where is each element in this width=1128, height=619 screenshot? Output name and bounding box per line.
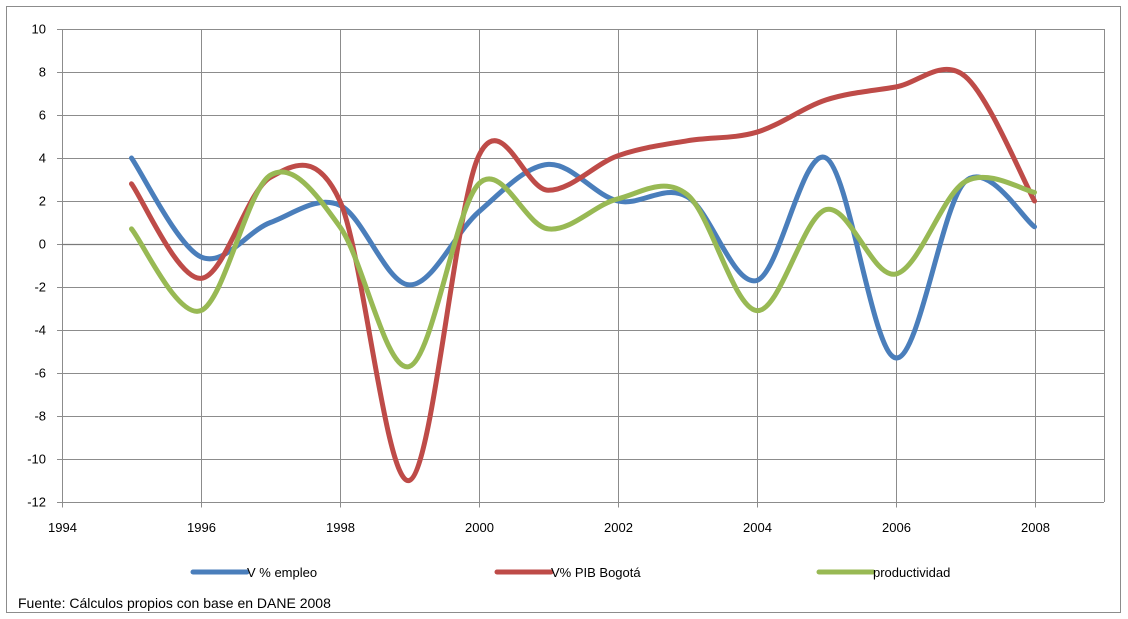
x-tick-label: 2008 [1021,520,1050,535]
legend-label-2: productividad [873,565,950,580]
x-tick-label: 1998 [326,520,355,535]
y-tick-label: 8 [39,65,46,80]
x-tick-label: 1994 [48,520,77,535]
y-tick-label: -4 [34,323,46,338]
y-tick-label: -8 [34,409,46,424]
y-tick-label: 6 [39,108,46,123]
legend-label-0: V % empleo [247,565,317,580]
legend-label-1: V% PIB Bogotá [551,565,641,580]
axes: -12 -10 -8 -6 -4 -2 0 2 4 6 8 10 1994 1996 1998 2000 200… [27,22,1104,535]
y-tick-label: 4 [39,151,46,166]
x-tick-label: 2004 [743,520,772,535]
series-lines [129,66,1037,483]
x-tick-label: 2000 [465,520,494,535]
y-tick-label: -2 [34,280,46,295]
y-tick-label: 0 [39,237,46,252]
x-tick-label: 2006 [882,520,911,535]
y-tick-label: -6 [34,366,46,381]
grid-lines [62,29,1105,503]
y-tick-label: -12 [27,495,46,510]
x-tick-label: 2002 [604,520,633,535]
series-line-2 [129,169,1037,370]
legend: V % empleo V% PIB Bogotá productividad [190,565,950,580]
y-tick-label: -10 [27,452,46,467]
x-tick-label: 1996 [187,520,216,535]
chart-border [6,6,1121,613]
y-tick-label: 2 [39,194,46,209]
y-tick-label: 10 [32,22,46,37]
series-line-0 [129,154,1037,361]
source-note: Fuente: Cálculos propios con base en DAN… [18,595,331,611]
